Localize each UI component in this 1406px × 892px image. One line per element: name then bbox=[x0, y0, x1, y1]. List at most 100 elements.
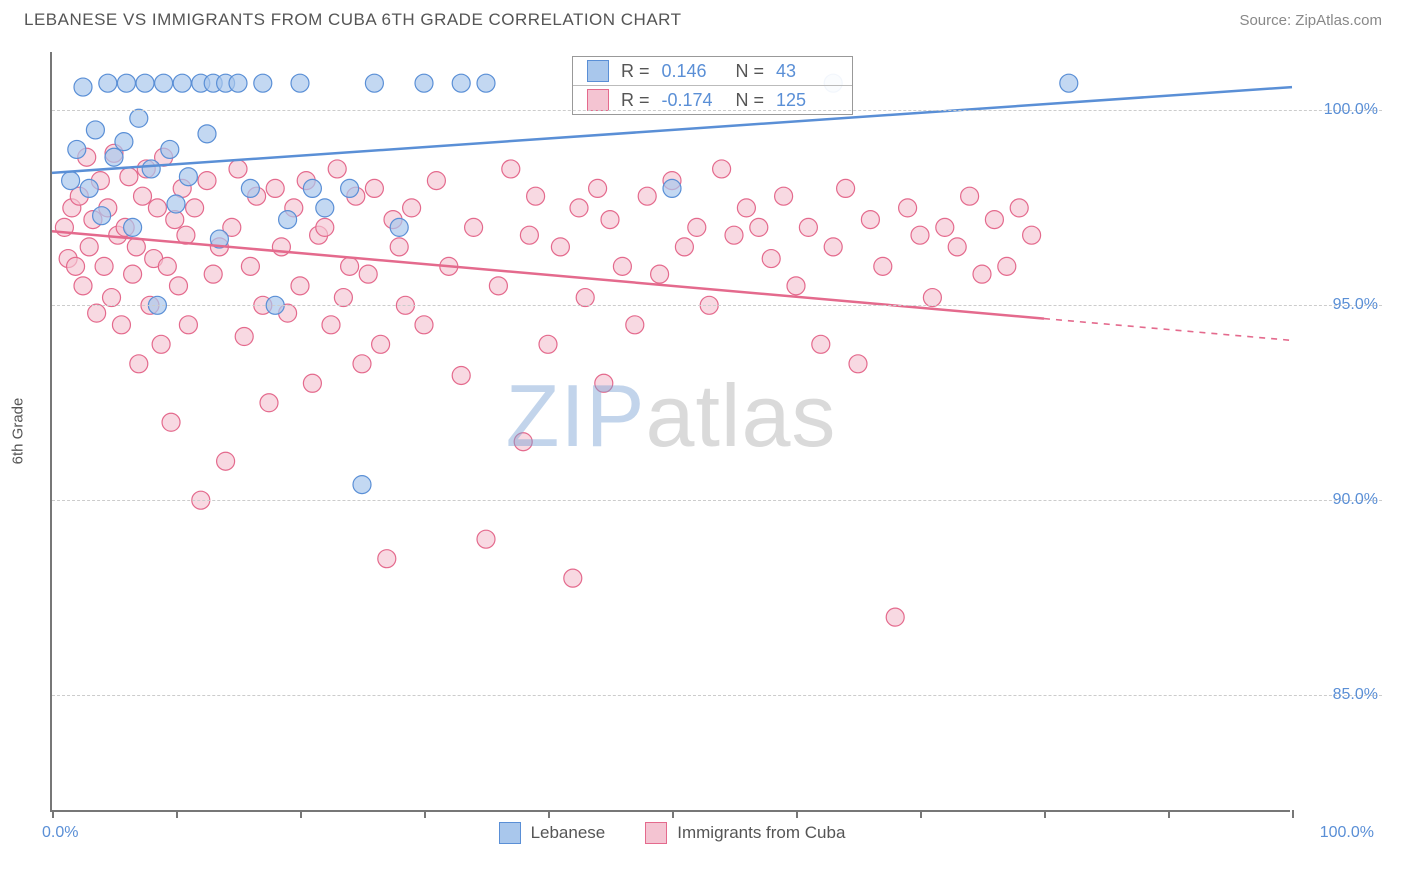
data-point bbox=[452, 74, 470, 92]
data-point bbox=[179, 168, 197, 186]
data-point bbox=[415, 316, 433, 334]
x-axis-max-label: 100.0% bbox=[1320, 824, 1374, 842]
data-point bbox=[198, 125, 216, 143]
data-point bbox=[229, 160, 247, 178]
data-point bbox=[601, 211, 619, 229]
data-point bbox=[173, 74, 191, 92]
data-point bbox=[570, 199, 588, 217]
bottom-legend: Lebanese Immigrants from Cuba bbox=[52, 822, 1292, 844]
data-point bbox=[390, 218, 408, 236]
data-point bbox=[775, 187, 793, 205]
data-point bbox=[936, 218, 954, 236]
data-point bbox=[638, 187, 656, 205]
series-b-swatch-icon bbox=[645, 822, 667, 844]
data-point bbox=[514, 433, 532, 451]
data-point bbox=[80, 238, 98, 256]
data-point bbox=[130, 355, 148, 373]
data-point bbox=[787, 277, 805, 295]
data-point bbox=[162, 413, 180, 431]
regression-line-extrapolated bbox=[1044, 319, 1292, 341]
legend-item-a: Lebanese bbox=[499, 822, 606, 844]
data-point bbox=[179, 316, 197, 334]
data-point bbox=[316, 199, 334, 217]
scatter-svg bbox=[52, 52, 1292, 812]
stats-legend-box: R = 0.146 N = 43 R = -0.174 N = 125 bbox=[572, 56, 853, 115]
data-point bbox=[365, 74, 383, 92]
series-a-swatch-icon bbox=[499, 822, 521, 844]
data-point bbox=[291, 277, 309, 295]
data-point bbox=[725, 226, 743, 244]
data-point bbox=[985, 211, 1003, 229]
data-point bbox=[148, 199, 166, 217]
data-point bbox=[229, 74, 247, 92]
stats-row-a: R = 0.146 N = 43 bbox=[573, 57, 852, 86]
gridline bbox=[52, 695, 1382, 696]
data-point bbox=[378, 550, 396, 568]
data-point bbox=[403, 199, 421, 217]
gridline bbox=[52, 305, 1382, 306]
n-label: N = bbox=[736, 61, 765, 82]
data-point bbox=[998, 257, 1016, 275]
data-point bbox=[167, 195, 185, 213]
data-point bbox=[861, 211, 879, 229]
data-point bbox=[837, 179, 855, 197]
plot-region: 6th Grade ZIPatlas R = 0.146 N = 43 R = … bbox=[50, 52, 1290, 812]
x-tick bbox=[1292, 810, 1294, 818]
n-label: N = bbox=[736, 90, 765, 111]
x-tick bbox=[1168, 810, 1170, 818]
data-point bbox=[152, 335, 170, 353]
series-a-n-value: 43 bbox=[776, 61, 838, 82]
data-point bbox=[303, 179, 321, 197]
data-point bbox=[961, 187, 979, 205]
data-point bbox=[334, 289, 352, 307]
data-point bbox=[99, 74, 117, 92]
data-point bbox=[911, 226, 929, 244]
data-point bbox=[266, 179, 284, 197]
data-point bbox=[576, 289, 594, 307]
data-point bbox=[353, 476, 371, 494]
data-point bbox=[322, 316, 340, 334]
data-point bbox=[217, 452, 235, 470]
x-tick bbox=[176, 810, 178, 818]
data-point bbox=[539, 335, 557, 353]
data-point bbox=[452, 366, 470, 384]
data-point bbox=[260, 394, 278, 412]
data-point bbox=[130, 109, 148, 127]
r-label: R = bbox=[621, 61, 650, 82]
data-point bbox=[713, 160, 731, 178]
chart-area: 6th Grade ZIPatlas R = 0.146 N = 43 R = … bbox=[50, 52, 1380, 812]
x-tick bbox=[300, 810, 302, 818]
data-point bbox=[465, 218, 483, 236]
data-point bbox=[923, 289, 941, 307]
data-point bbox=[115, 133, 133, 151]
data-point bbox=[204, 265, 222, 283]
x-tick bbox=[796, 810, 798, 818]
gridline bbox=[52, 110, 1382, 111]
data-point bbox=[675, 238, 693, 256]
x-tick bbox=[1044, 810, 1046, 818]
data-point bbox=[1060, 74, 1078, 92]
data-point bbox=[341, 257, 359, 275]
data-point bbox=[74, 78, 92, 96]
data-point bbox=[415, 74, 433, 92]
data-point bbox=[564, 569, 582, 587]
series-a-swatch-icon bbox=[587, 60, 609, 82]
data-point bbox=[595, 374, 613, 392]
data-point bbox=[316, 218, 334, 236]
y-axis-title: 6th Grade bbox=[10, 398, 27, 465]
series-b-swatch-icon bbox=[587, 89, 609, 111]
data-point bbox=[86, 121, 104, 139]
data-point bbox=[973, 265, 991, 283]
data-point bbox=[520, 226, 538, 244]
series-a-r-value: 0.146 bbox=[662, 61, 724, 82]
source-label: Source: ZipAtlas.com bbox=[1239, 12, 1382, 29]
data-point bbox=[551, 238, 569, 256]
data-point bbox=[359, 265, 377, 283]
series-b-name: Immigrants from Cuba bbox=[677, 823, 845, 843]
data-point bbox=[899, 199, 917, 217]
data-point bbox=[589, 179, 607, 197]
data-point bbox=[124, 265, 142, 283]
data-point bbox=[824, 238, 842, 256]
data-point bbox=[279, 211, 297, 229]
data-point bbox=[186, 199, 204, 217]
